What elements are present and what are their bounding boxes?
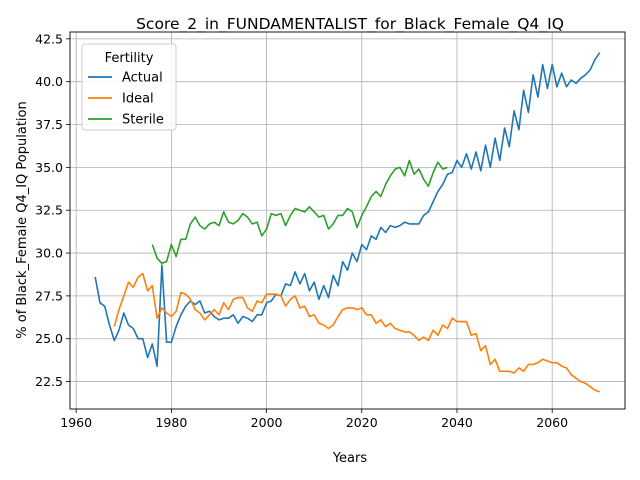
y-tick-label: 27.5 [35, 288, 63, 303]
x-tick-label: 2000 [251, 415, 283, 430]
plot-frame [69, 31, 626, 410]
y-tick-label: 42.5 [35, 31, 63, 46]
y-axis-ticks: 22.5 25.0 27.5 30.0 32.5 35.0 37.5 40.0 42.5 [35, 31, 70, 389]
legend-label-ideal: Ideal [122, 92, 154, 107]
series-line-actual [94, 52, 601, 367]
x-tick-label: 2020 [346, 415, 378, 430]
y-tick-label: 25.0 [35, 331, 63, 346]
chart-title: Score_2_in_FUNDAMENTALIST_for_Black_Fema… [136, 15, 564, 34]
x-tick-label: 1980 [155, 415, 187, 430]
x-tick-label: 1960 [60, 415, 92, 430]
legend-entries: Actual Ideal Sterile [88, 71, 164, 128]
series-line-ideal [113, 272, 601, 393]
x-axis-label: Years [332, 451, 368, 466]
x-axis-ticks: 1960 1980 2000 2020 2040 2060 [60, 409, 568, 430]
x-tick-label: 2060 [536, 415, 568, 430]
x-tick-label: 2040 [441, 415, 473, 430]
y-tick-label: 30.0 [35, 246, 63, 261]
y-axis-label: % of Black_Female Q4_IQ Population [15, 101, 30, 338]
y-tick-label: 35.0 [35, 160, 63, 175]
series-line-sterile [151, 159, 448, 265]
legend-title: Fertility [105, 51, 154, 66]
y-tick-label: 22.5 [35, 374, 63, 389]
y-tick-label: 32.5 [35, 203, 63, 218]
legend-box [81, 43, 177, 131]
legend-label-sterile: Sterile [122, 113, 164, 128]
legend-label-actual: Actual [122, 71, 163, 86]
series-lines [94, 52, 601, 393]
grid [70, 32, 625, 409]
legend: Fertility Actual Ideal Sterile [81, 43, 177, 131]
y-tick-label: 37.5 [35, 117, 63, 132]
y-tick-label: 40.0 [35, 74, 63, 89]
